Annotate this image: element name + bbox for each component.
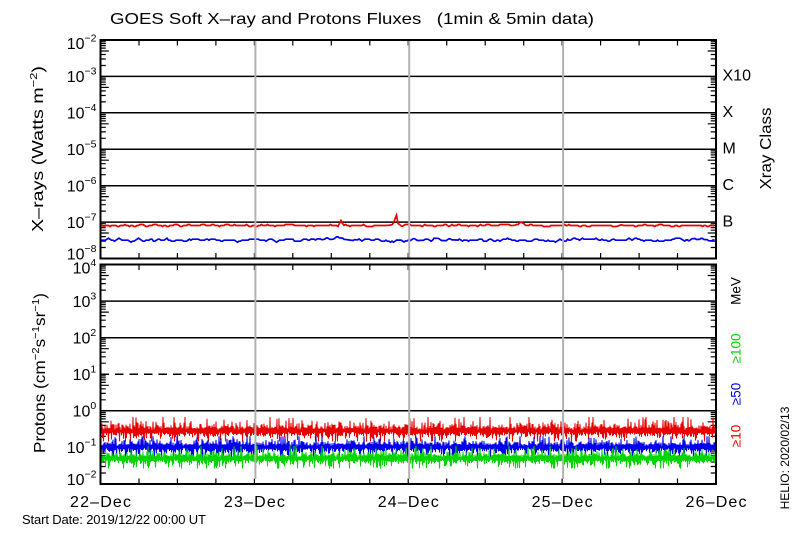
svg-text:GOES Soft X–ray and Protons Fl: GOES Soft X–ray and Protons Fluxes (1min… [110,11,594,28]
svg-text:22–Dec: 22–Dec [70,494,131,511]
svg-text:Protons (cm−2s−1sr−1): Protons (cm−2s−1sr−1) [30,293,49,453]
svg-text:Xray Class: Xray Class [758,108,775,190]
svg-text:≥100: ≥100 [729,334,744,364]
svg-text:X10: X10 [723,68,752,85]
svg-text:Start Date: 2019/12/22 00:00 U: Start Date: 2019/12/22 00:00 UT [22,512,206,527]
svg-text:≥50: ≥50 [729,383,744,405]
svg-text:24–Dec: 24–Dec [378,494,439,511]
svg-text:B: B [723,213,734,230]
svg-text:C: C [723,177,735,194]
svg-text:25–Dec: 25–Dec [532,494,593,511]
svg-text:≥10: ≥10 [729,425,744,447]
svg-text:HELIO: 2020/02/13: HELIO: 2020/02/13 [778,406,792,509]
svg-text:23–Dec: 23–Dec [224,494,285,511]
svg-text:X: X [723,104,734,121]
svg-text:M: M [723,140,736,157]
svg-text:X–rays (Watts m−2): X–rays (Watts m−2) [28,66,47,232]
svg-text:MeV: MeV [729,277,744,305]
svg-text:26–Dec: 26–Dec [686,494,747,511]
